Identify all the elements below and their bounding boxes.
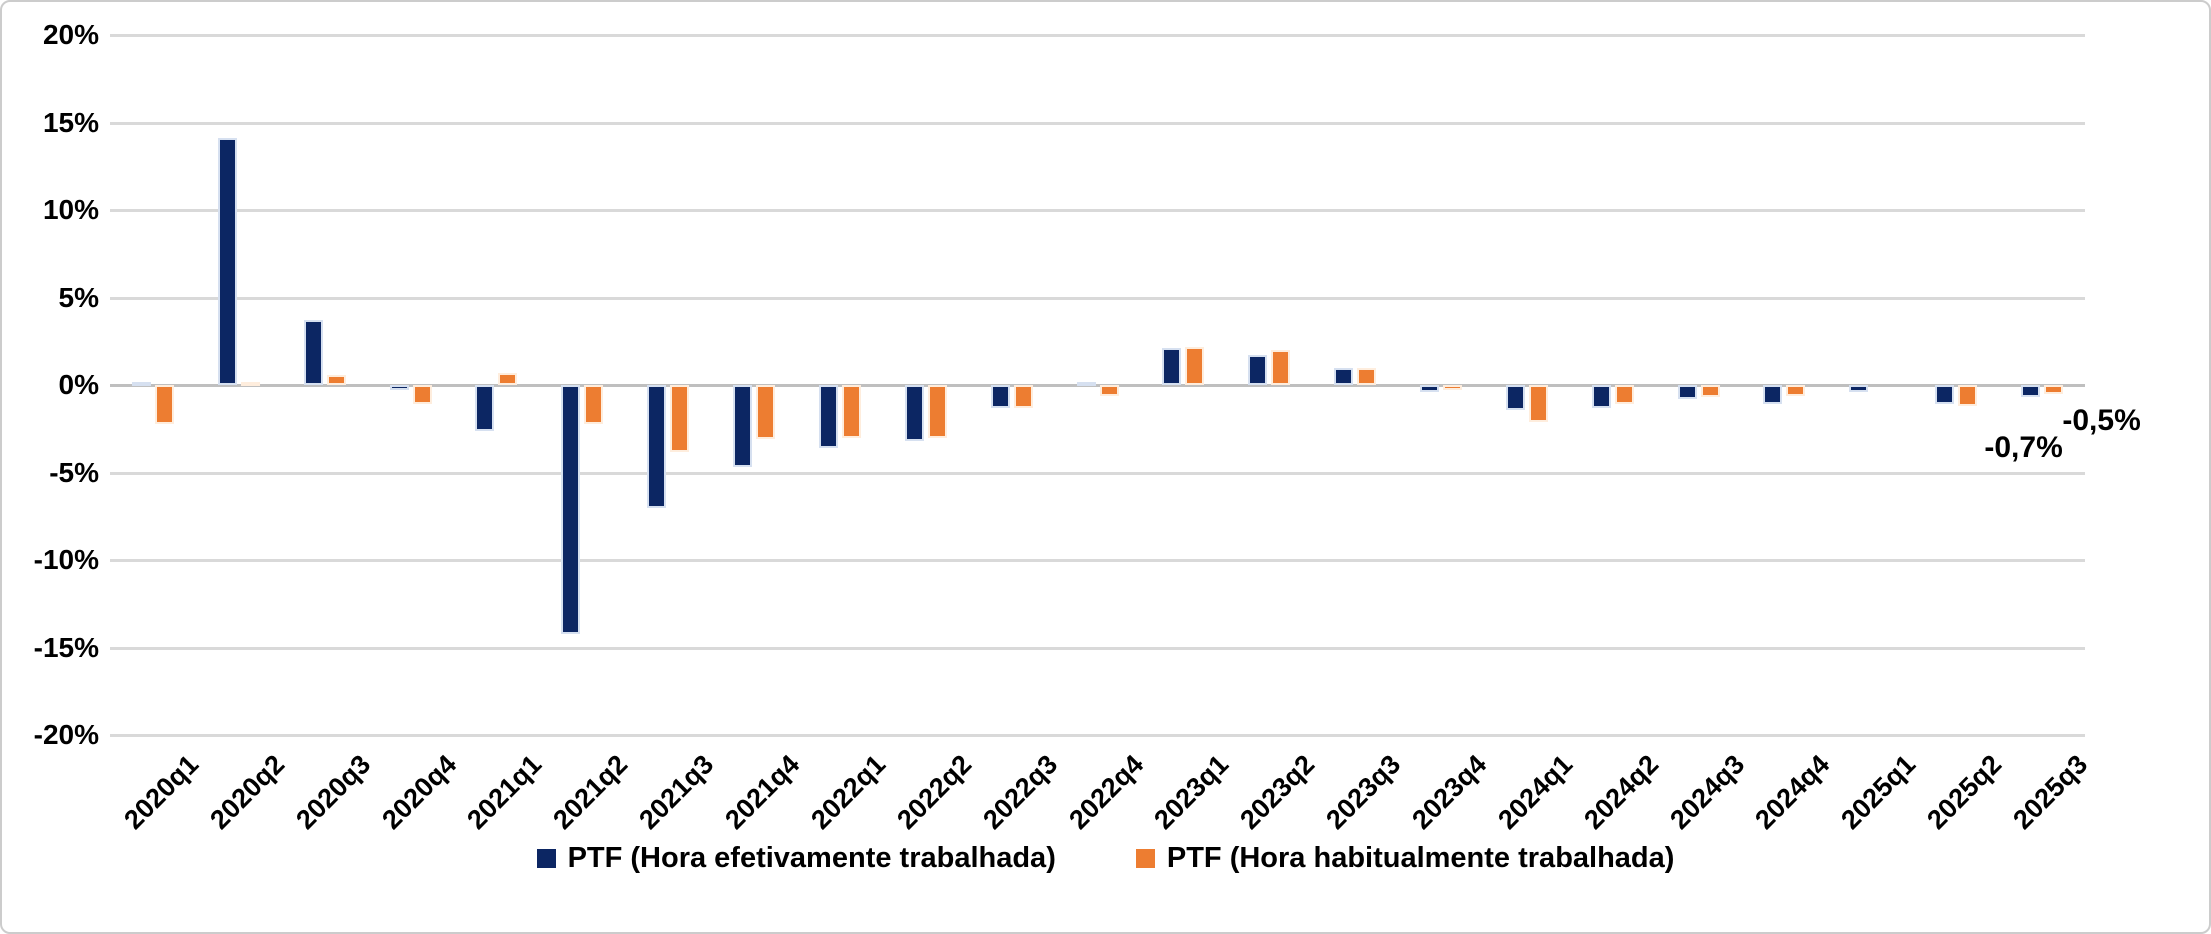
bar-2021q1-series1 (498, 372, 518, 385)
data-label-2025q3-series0: -0,7% (1984, 431, 2063, 464)
bar-2024q3-series1 (1700, 385, 1720, 398)
gridline (110, 34, 2085, 37)
legend: PTF (Hora efetivamente trabalhada) PTF (… (2, 842, 2209, 875)
gridline (110, 296, 2085, 300)
legend-swatch-orange-icon (1135, 849, 1155, 868)
bar-2022q1-series1 (841, 385, 861, 438)
bar-2021q3-series0 (647, 385, 667, 508)
bar-2025q2-series1 (1958, 385, 1978, 406)
gridline (110, 559, 2085, 562)
bar-2024q3-series0 (1677, 385, 1697, 399)
data-label-2025q3-series1: -0,5% (2062, 404, 2141, 437)
bar-2021q2-series0 (561, 385, 581, 634)
bar-2025q3-series1 (2044, 385, 2064, 394)
bar-2022q3-series0 (990, 385, 1010, 408)
y-axis-tick-label: -10% (33, 544, 99, 575)
bar-2020q3-series0 (303, 320, 323, 385)
gridline (110, 734, 2085, 737)
bar-2024q2-series1 (1614, 385, 1634, 405)
legend-label-habitualmente: PTF (Hora habitualmente trabalhada) (1166, 842, 1675, 874)
gridline (110, 646, 2085, 650)
bar-2023q4-series0 (1419, 385, 1439, 392)
bar-2023q2-series0 (1248, 355, 1268, 385)
y-axis-tick-label: -5% (49, 456, 99, 488)
gridline (110, 209, 2085, 212)
bar-2021q2-series1 (584, 385, 604, 424)
bar-2021q4-series0 (733, 385, 753, 468)
bar-2022q2-series1 (927, 385, 947, 438)
bar-2022q2-series0 (904, 385, 924, 441)
legend-label-efetivamente: PTF (Hora efetivamente trabalhada) (567, 842, 1056, 874)
bar-2025q3-series0 (2021, 385, 2041, 398)
bar-2023q1-series1 (1185, 346, 1205, 385)
bar-2022q3-series1 (1013, 385, 1033, 408)
bar-2020q4-series0 (389, 385, 409, 391)
bar-2024q1-series0 (1505, 385, 1525, 410)
bar-2021q4-series1 (756, 385, 776, 440)
gridline (110, 121, 2085, 125)
y-axis-tick-label: 0% (58, 369, 99, 400)
bar-2020q2-series0 (217, 138, 237, 385)
bar-2023q3-series1 (1357, 367, 1377, 385)
gridline (110, 471, 2085, 475)
legend-item-efetivamente: PTF (Hora efetivamente trabalhada) (536, 842, 1056, 875)
bar-2022q4-series0 (1076, 381, 1096, 386)
bar-2021q3-series1 (670, 385, 690, 452)
bar-2024q4-series1 (1786, 385, 1806, 396)
y-axis-tick-label: 10% (42, 194, 99, 225)
bar-2023q2-series1 (1271, 350, 1291, 385)
zero-axis-line (110, 384, 2085, 387)
bar-2024q2-series0 (1591, 385, 1611, 408)
bar-2022q1-series0 (818, 385, 838, 448)
legend-item-habitualmente: PTF (Hora habitualmente trabalhada) (1135, 842, 1675, 875)
bar-2023q3-series0 (1334, 367, 1354, 385)
bar-2024q1-series1 (1528, 385, 1548, 422)
bar-2020q2-series1 (240, 381, 260, 386)
y-axis-tick-label: 15% (42, 106, 99, 138)
y-axis-tick-label: -20% (33, 719, 99, 750)
y-axis-tick-label: 5% (58, 281, 99, 313)
bar-2023q1-series0 (1162, 348, 1182, 385)
bar-2025q2-series0 (1935, 385, 1955, 405)
bar-2020q1-series1 (154, 385, 174, 424)
bar-2020q4-series1 (412, 385, 432, 405)
bar-2024q4-series0 (1763, 385, 1783, 405)
bar-2020q1-series0 (131, 381, 151, 386)
legend-swatch-navy-icon (536, 849, 556, 868)
plot-area (110, 34, 2085, 737)
bar-2023q4-series1 (1442, 385, 1462, 391)
y-axis-tick-label: -15% (33, 631, 99, 663)
bar-2025q1-series0 (1849, 385, 1869, 392)
bar-2020q3-series1 (326, 374, 346, 385)
bar-2021q1-series0 (475, 385, 495, 431)
bar-2022q4-series1 (1099, 385, 1119, 396)
y-axis-tick-label: 20% (42, 19, 99, 50)
